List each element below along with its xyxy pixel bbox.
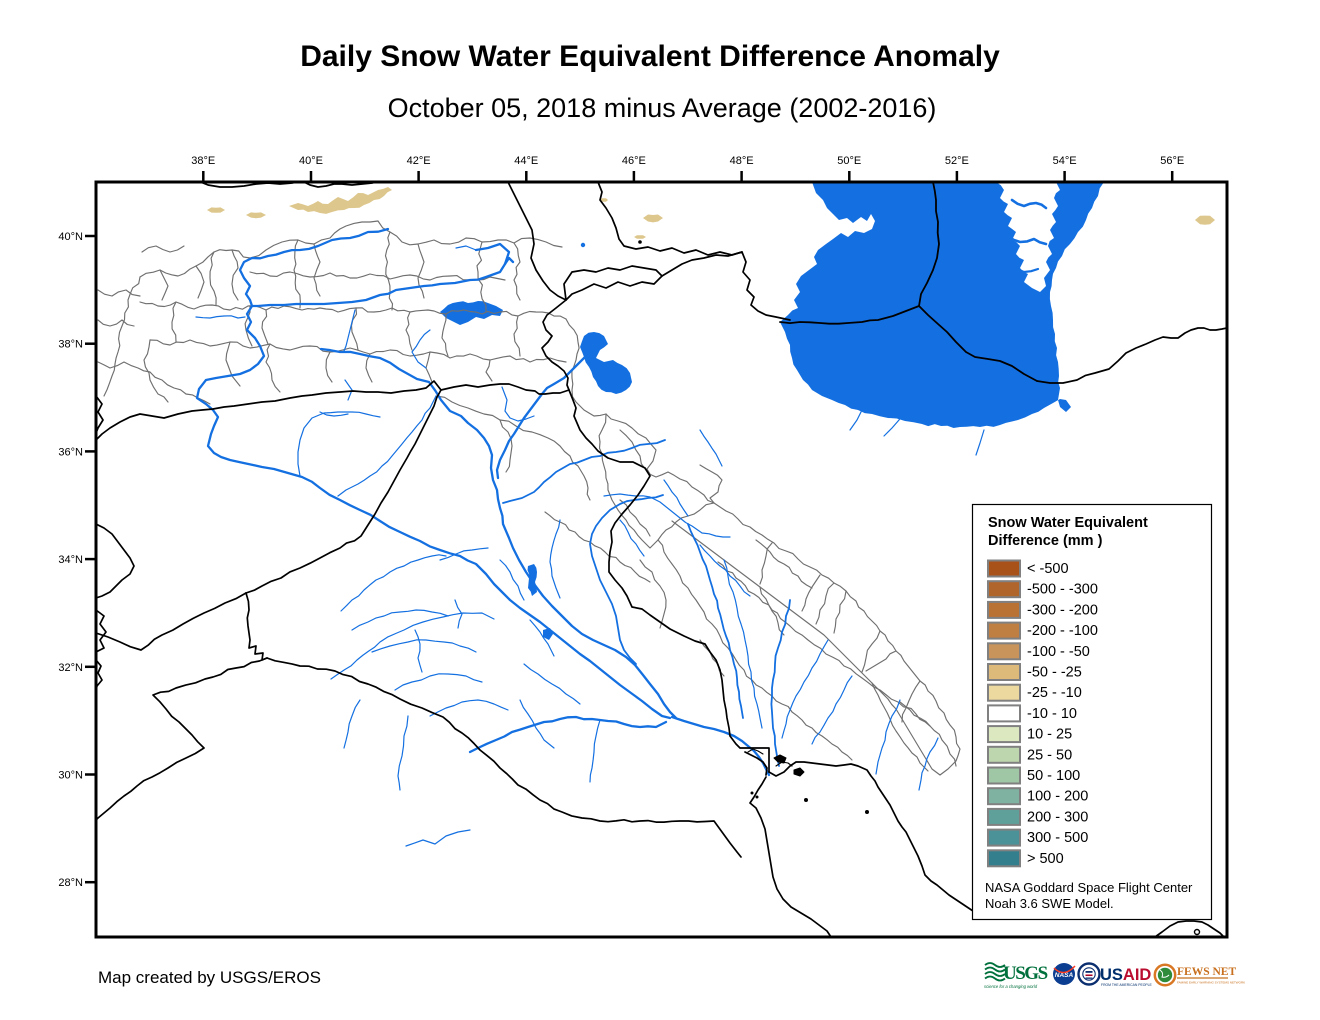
- svg-text:28°N: 28°N: [58, 877, 83, 889]
- svg-text:44°E: 44°E: [514, 155, 538, 167]
- svg-text:38°E: 38°E: [191, 155, 215, 167]
- svg-text:-10 - 10: -10 - 10: [1027, 706, 1077, 722]
- svg-text:-100 - -50: -100 - -50: [1027, 644, 1090, 660]
- svg-text:54°E: 54°E: [1053, 155, 1077, 167]
- svg-text:NASA Goddard Space Flight Cent: NASA Goddard Space Flight Center: [985, 880, 1193, 895]
- svg-text:50 - 100: 50 - 100: [1027, 768, 1080, 784]
- svg-text:40°N: 40°N: [58, 231, 83, 243]
- svg-text:36°N: 36°N: [58, 446, 83, 458]
- svg-text:50°E: 50°E: [837, 155, 861, 167]
- svg-text:40°E: 40°E: [299, 155, 323, 167]
- svg-text:FAMINE EARLY WARNING SYSTEMS N: FAMINE EARLY WARNING SYSTEMS NETWORK: [1177, 981, 1245, 985]
- svg-text:FROM THE AMERICAN PEOPLE: FROM THE AMERICAN PEOPLE: [1101, 983, 1153, 987]
- svg-text:-200 - -100: -200 - -100: [1027, 623, 1098, 639]
- svg-text:42°E: 42°E: [407, 155, 431, 167]
- svg-text:25 - 50: 25 - 50: [1027, 747, 1072, 763]
- svg-text:100 - 200: 100 - 200: [1027, 789, 1088, 805]
- svg-text:Difference (mm ): Difference (mm ): [988, 533, 1103, 549]
- svg-text:56°E: 56°E: [1160, 155, 1184, 167]
- svg-text:10 - 25: 10 - 25: [1027, 727, 1072, 743]
- svg-text:30°N: 30°N: [58, 770, 83, 782]
- svg-text:FEWS NET: FEWS NET: [1177, 966, 1236, 978]
- svg-text:> 500: > 500: [1027, 851, 1064, 867]
- svg-text:-300 - -200: -300 - -200: [1027, 602, 1098, 618]
- svg-text:48°E: 48°E: [730, 155, 754, 167]
- svg-text:52°E: 52°E: [945, 155, 969, 167]
- svg-text:Noah 3.6 SWE Model.: Noah 3.6 SWE Model.: [985, 896, 1114, 911]
- svg-text:200 - 300: 200 - 300: [1027, 809, 1088, 825]
- svg-text:34°N: 34°N: [58, 554, 83, 566]
- svg-text:46°E: 46°E: [622, 155, 646, 167]
- svg-text:300 - 500: 300 - 500: [1027, 830, 1088, 846]
- svg-text:USGS: USGS: [1003, 963, 1048, 984]
- svg-text:-50 - -25: -50 - -25: [1027, 665, 1082, 681]
- svg-text:-25 - -10: -25 - -10: [1027, 685, 1082, 701]
- svg-text:USAID: USAID: [1100, 966, 1151, 984]
- svg-text:NASA: NASA: [1055, 972, 1074, 979]
- svg-text:32°N: 32°N: [58, 662, 83, 674]
- svg-text:science for a changing world: science for a changing world: [984, 984, 1038, 989]
- svg-text:Snow Water Equivalent: Snow Water Equivalent: [988, 515, 1148, 531]
- svg-text:< -500: < -500: [1027, 561, 1069, 577]
- svg-text:October 05, 2018 minus Average: October 05, 2018 minus Average (2002-201…: [388, 93, 937, 123]
- svg-text:Map created by USGS/EROS: Map created by USGS/EROS: [98, 968, 321, 987]
- svg-text:38°N: 38°N: [58, 339, 83, 351]
- svg-text:Daily Snow Water Equivalent Di: Daily Snow Water Equivalent Difference A…: [300, 40, 1000, 73]
- svg-text:-500 - -300: -500 - -300: [1027, 582, 1098, 598]
